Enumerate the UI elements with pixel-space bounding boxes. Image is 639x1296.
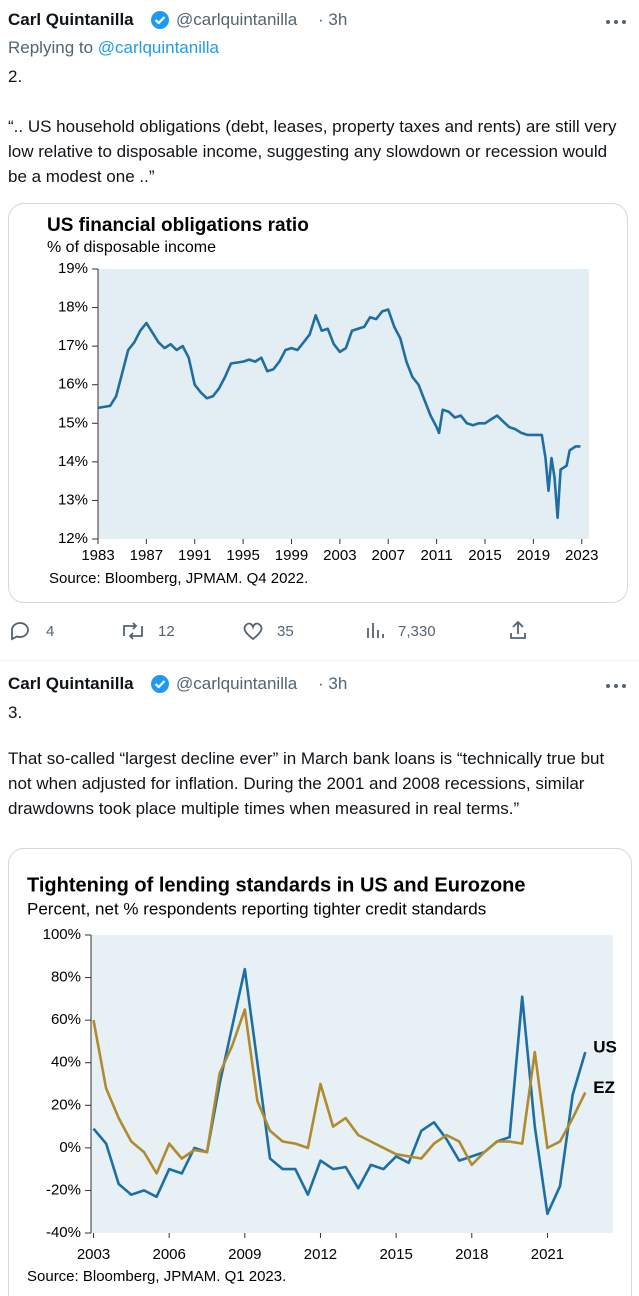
- plot-area: [98, 269, 589, 539]
- chart-title: US financial obligations ratio: [47, 215, 309, 236]
- plot-area: [91, 935, 613, 1233]
- y-tick-label: 0%: [59, 1139, 81, 1156]
- chart-title: Tightening of lending standards in US an…: [27, 874, 526, 896]
- x-tick-label: 2019: [517, 547, 550, 564]
- y-tick-label: 12%: [58, 530, 88, 547]
- reply-icon[interactable]: [8, 620, 32, 642]
- handle[interactable]: @carlquintanilla: [176, 10, 298, 29]
- x-tick-label: 2003: [323, 547, 356, 564]
- tweet-number: 2.: [8, 67, 23, 86]
- x-tick-label: 2003: [77, 1246, 110, 1263]
- y-tick-label: 14%: [58, 453, 88, 470]
- verified-badge: [151, 675, 169, 693]
- series-label: US: [593, 1038, 617, 1057]
- handle[interactable]: @carlquintanilla: [176, 674, 298, 693]
- time[interactable]: · 3h: [318, 10, 348, 29]
- y-tick-label: 20%: [51, 1096, 81, 1113]
- x-tick-label: 1999: [275, 547, 308, 564]
- author[interactable]: Carl Quintanilla: [8, 10, 134, 29]
- x-tick-label: 1983: [81, 547, 114, 564]
- x-tick-label: 1987: [130, 547, 163, 564]
- like-icon[interactable]: [241, 620, 265, 642]
- tweet-text: That so-called “largest decline ever” in…: [8, 749, 605, 818]
- x-tick-label: 2018: [455, 1246, 488, 1263]
- y-tick-label: 17%: [58, 337, 88, 354]
- author[interactable]: Carl Quintanilla: [8, 674, 134, 693]
- x-tick-label: 2006: [152, 1246, 185, 1263]
- y-tick-label: 100%: [43, 926, 81, 943]
- x-tick-label: 2007: [372, 547, 405, 564]
- y-tick-label: 15%: [58, 414, 88, 431]
- views-icon[interactable]: [364, 620, 386, 642]
- y-tick-label: -20%: [46, 1181, 81, 1198]
- y-tick-label: 13%: [58, 491, 88, 508]
- x-tick-label: 1995: [226, 547, 259, 564]
- x-tick-label: 2015: [468, 547, 501, 564]
- y-tick-label: -40%: [46, 1224, 81, 1241]
- reply-count: 4: [46, 623, 55, 640]
- y-tick-label: 19%: [58, 260, 88, 277]
- x-tick-label: 2023: [565, 547, 598, 564]
- share-icon[interactable]: [507, 619, 529, 641]
- retweet-count: 12: [158, 623, 175, 640]
- x-tick-label: 1991: [178, 547, 211, 564]
- y-tick-label: 40%: [51, 1054, 81, 1071]
- data-line: [92, 967, 587, 1216]
- data-line: [92, 1008, 587, 1175]
- more-menu[interactable]: [604, 18, 628, 26]
- time[interactable]: · 3h: [318, 674, 348, 693]
- chart-card[interactable]: Tightening of lending standards in US an…: [8, 848, 632, 1296]
- retweet-icon[interactable]: [120, 620, 146, 642]
- chart-source: Source: Bloomberg, JPMAM. Q1 2023.: [27, 1268, 286, 1285]
- like-count: 35: [277, 623, 294, 640]
- x-tick-label: 2011: [420, 547, 452, 564]
- y-tick-label: 80%: [51, 969, 81, 986]
- chart-subtitle: Percent, net % respondents reporting tig…: [27, 899, 486, 918]
- chart: US financial obligations ratio % of dispo…: [47, 215, 598, 587]
- x-tick-label: 2009: [228, 1246, 261, 1263]
- verified-badge: [151, 11, 169, 29]
- chart-subtitle: % of disposable income: [47, 239, 216, 256]
- chart-source: Source: Bloomberg, JPMAM. Q4 2022.: [49, 570, 308, 587]
- data-line: [97, 308, 581, 520]
- x-tick-label: 2012: [304, 1246, 337, 1263]
- chart-card[interactable]: US financial obligations ratio % of dispo…: [8, 203, 628, 603]
- views-count: 7,330: [398, 623, 436, 640]
- chart: Tightening of lending standards in US an…: [27, 874, 617, 1285]
- tweet-text: “.. US household obligations (debt, leas…: [8, 117, 617, 186]
- reply-handle[interactable]: @carlquintanilla: [97, 38, 220, 57]
- series-label: EZ: [593, 1078, 615, 1097]
- replying-label: Replying to: [8, 38, 94, 57]
- more-menu[interactable]: [604, 682, 628, 690]
- y-tick-label: 18%: [58, 299, 88, 316]
- y-tick-label: 16%: [58, 376, 88, 393]
- y-tick-label: 60%: [51, 1011, 81, 1028]
- x-tick-label: 2021: [531, 1246, 564, 1263]
- x-tick-label: 2015: [379, 1246, 412, 1263]
- divider: [0, 660, 639, 661]
- tweet-number: 3.: [8, 703, 23, 722]
